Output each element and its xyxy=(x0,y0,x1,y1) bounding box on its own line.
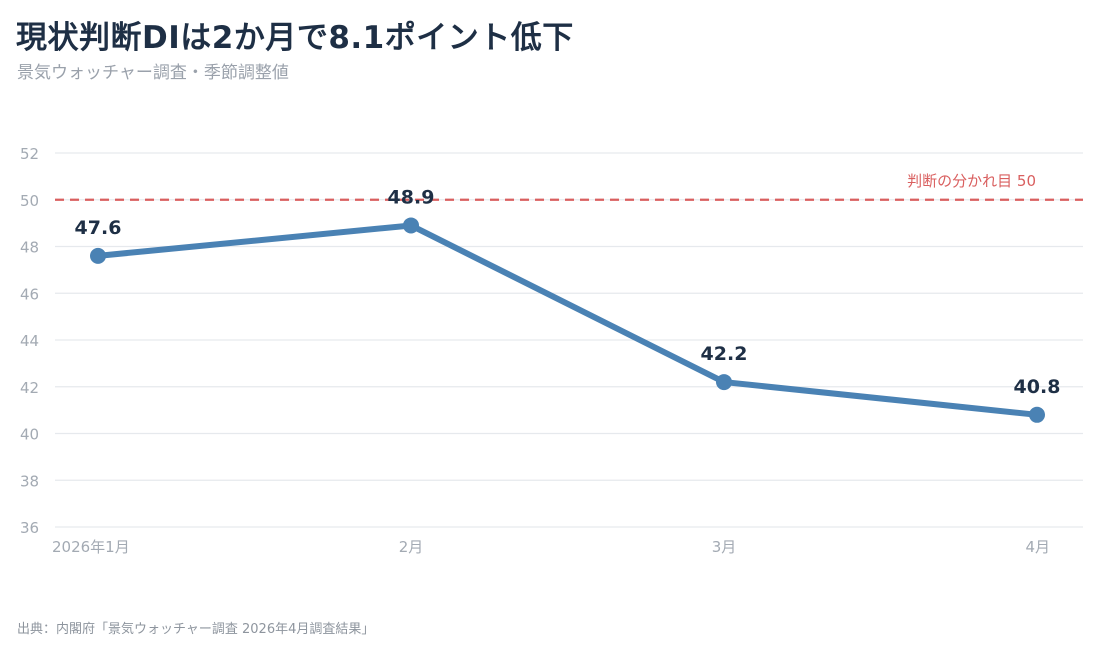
reference-line-label: 判断の分かれ目 50 xyxy=(907,172,1036,190)
y-tick-label: 48 xyxy=(20,239,39,257)
x-axis-ticks: 2026年1月 2月 3月 4月 xyxy=(52,538,1050,556)
x-tick-label: 3月 xyxy=(712,538,737,556)
series-group xyxy=(90,217,1045,423)
y-tick-label: 42 xyxy=(20,379,39,397)
chart-title: 現状判断DIは2か月で8.1ポイント低下 xyxy=(16,20,574,56)
y-tick-label: 38 xyxy=(20,472,39,490)
chart-subtitle: 景気ウォッチャー調査・季節調整値 xyxy=(17,63,289,83)
data-point xyxy=(90,247,106,264)
data-point xyxy=(716,374,732,391)
data-point xyxy=(403,217,419,234)
y-axis-ticks: 36 38 40 42 44 46 48 50 52 xyxy=(20,145,39,537)
source-note: 出典：内閣府「景気ウォッチャー調査 2026年4月調査結果」 xyxy=(17,622,375,637)
series-line xyxy=(95,222,1040,418)
x-tick-label: 2026年1月 xyxy=(52,538,130,556)
data-label: 47.6 xyxy=(75,217,122,239)
data-point xyxy=(1029,406,1045,423)
grid-lines xyxy=(55,152,1083,528)
y-tick-label: 46 xyxy=(20,285,39,303)
x-tick-label: 2月 xyxy=(399,538,424,556)
data-labels: 47.6 48.9 42.2 40.8 xyxy=(75,186,1061,397)
data-label: 40.8 xyxy=(1014,376,1061,398)
data-label: 48.9 xyxy=(388,186,435,208)
y-tick-label: 52 xyxy=(20,145,39,163)
x-tick-label: 4月 xyxy=(1025,538,1050,556)
y-tick-label: 44 xyxy=(20,332,39,350)
y-tick-label: 40 xyxy=(20,426,39,444)
y-tick-label: 36 xyxy=(20,519,39,537)
data-label: 42.2 xyxy=(701,343,748,365)
y-tick-label: 50 xyxy=(20,192,39,210)
reference-line-group: 判断の分かれ目 50 xyxy=(55,172,1083,201)
